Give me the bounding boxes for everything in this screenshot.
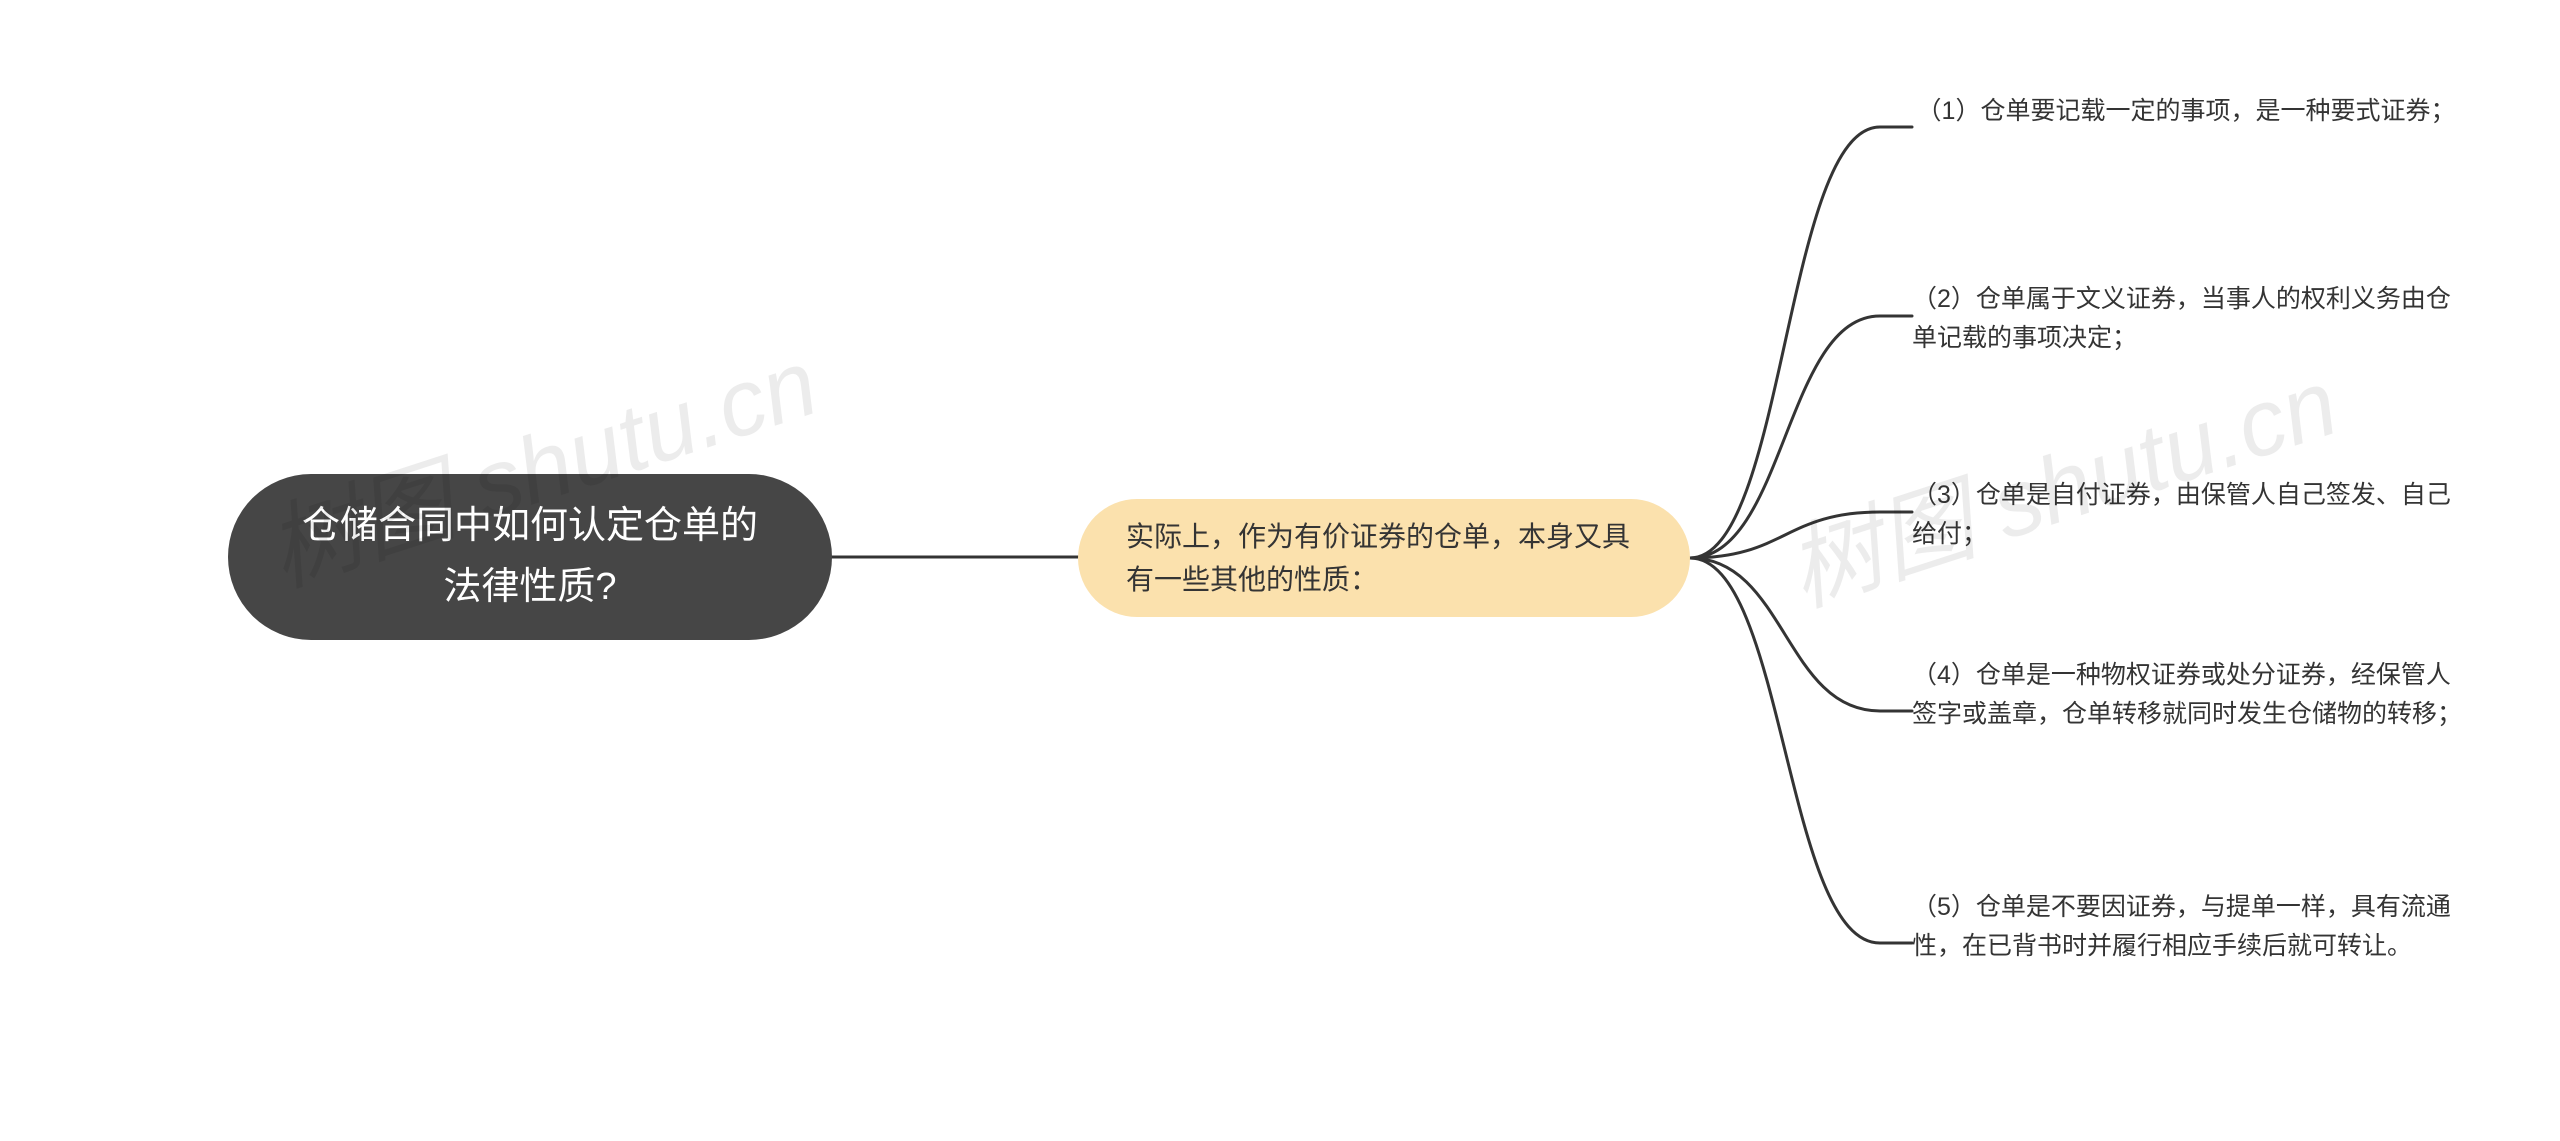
root-node-text: 仓储合同中如何认定仓单的法律性质? bbox=[298, 496, 762, 618]
leaf-node-text: （3）仓单是自付证券，由保管人自己签发、自己给付； bbox=[1912, 476, 2460, 554]
leaf-node-text: （1）仓单要记载一定的事项，是一种要式证券； bbox=[1917, 92, 2456, 131]
leaf-node: （5）仓单是不要因证券，与提单一样，具有流通性，在已背书时并履行相应手续后就可转… bbox=[1912, 888, 2472, 998]
leaf-node-text: （4）仓单是一种物权证券或处分证券，经保管人签字或盖章，仓单转移就同时发生仓储物… bbox=[1912, 656, 2472, 734]
mid-node-text: 实际上，作为有价证券的仓单，本身又具有一些其他的性质： bbox=[1126, 515, 1642, 602]
leaf-node: （4）仓单是一种物权证券或处分证券，经保管人签字或盖章，仓单转移就同时发生仓储物… bbox=[1912, 656, 2472, 766]
leaf-node: （1）仓单要记载一定的事项，是一种要式证券； bbox=[1912, 92, 2460, 162]
leaf-node: （2）仓单属于文义证券，当事人的权利义务由仓单记载的事项决定； bbox=[1912, 280, 2460, 358]
leaf-node-text: （2）仓单属于文义证券，当事人的权利义务由仓单记载的事项决定； bbox=[1912, 280, 2460, 358]
root-node: 仓储合同中如何认定仓单的法律性质? bbox=[228, 474, 832, 640]
mid-node: 实际上，作为有价证券的仓单，本身又具有一些其他的性质： bbox=[1078, 499, 1690, 617]
leaf-node: （3）仓单是自付证券，由保管人自己签发、自己给付； bbox=[1912, 476, 2460, 554]
leaf-node-text: （5）仓单是不要因证券，与提单一样，具有流通性，在已背书时并履行相应手续后就可转… bbox=[1912, 888, 2472, 966]
